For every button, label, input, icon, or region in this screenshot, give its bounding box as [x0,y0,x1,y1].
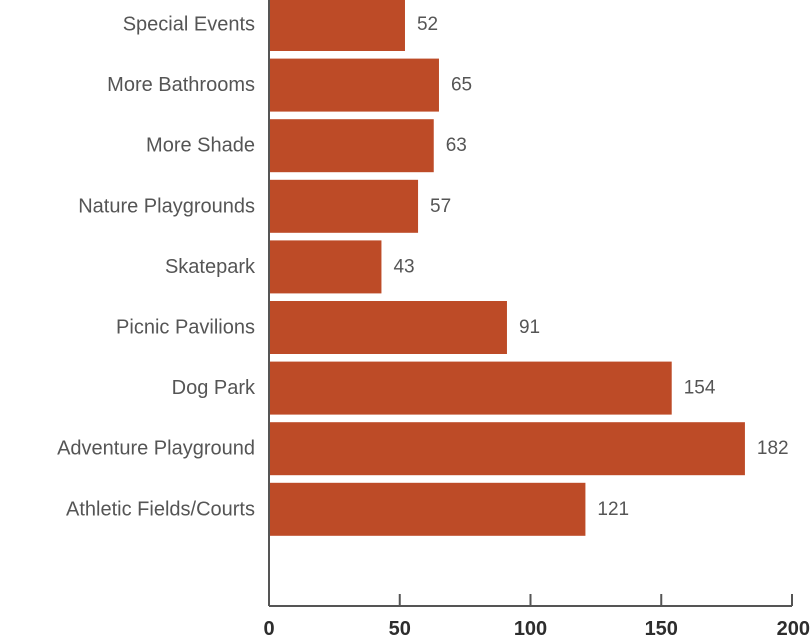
category-labels-group: Special Events More Bathrooms More Shade Na… [57,14,256,521]
value-label-special-events: 52 [417,14,438,35]
x-tick-label-100: 100 [514,618,547,640]
bar-picnic-pavilions [269,301,507,354]
value-label-skatepark: 43 [393,256,414,277]
value-label-dog-park: 154 [684,378,716,399]
x-tick-label-50: 50 [389,618,411,640]
category-label-special-events: Special Events [123,14,255,36]
value-label-picnic-pavilions: 91 [519,317,540,338]
bar-nature-playgrounds [269,179,419,233]
category-label-adventure-playground: Adventure Playground [57,438,255,460]
value-label-nature-playgrounds: 57 [430,196,451,217]
x-tick-label-200: 200 [777,618,810,640]
bar-athletic-fields-courts [269,482,586,536]
bar-adventure-playground [269,422,745,476]
category-label-skatepark: Skatepark [165,256,256,278]
x-tick-label-0: 0 [263,618,274,640]
value-label-more-shade: 63 [446,135,467,156]
x-tick-label-150: 150 [645,618,678,640]
category-label-more-bathrooms: More Bathrooms [107,74,255,96]
value-label-more-bathrooms: 65 [451,75,472,96]
bar-skatepark [269,240,382,294]
bar-dog-park [269,361,672,415]
category-label-athletic-fields-courts: Athletic Fields/Courts [66,498,255,520]
category-label-dog-park: Dog Park [172,377,256,399]
bar-more-bathrooms [269,58,439,112]
value-label-adventure-playground: 182 [757,438,789,459]
bars-group [269,0,745,536]
x-ticks-group: 0 50 100 150 200 [263,594,810,640]
value-label-athletic-fields-courts: 121 [597,499,629,520]
bar-more-shade [269,119,434,173]
category-label-nature-playgrounds: Nature Playgrounds [78,195,255,217]
category-label-more-shade: More Shade [146,135,255,157]
bar-special-events [269,0,405,51]
category-label-picnic-pavilions: Picnic Pavilions [116,317,255,339]
value-labels-group: 52 65 63 57 43 91 154 182 121 [393,14,788,520]
